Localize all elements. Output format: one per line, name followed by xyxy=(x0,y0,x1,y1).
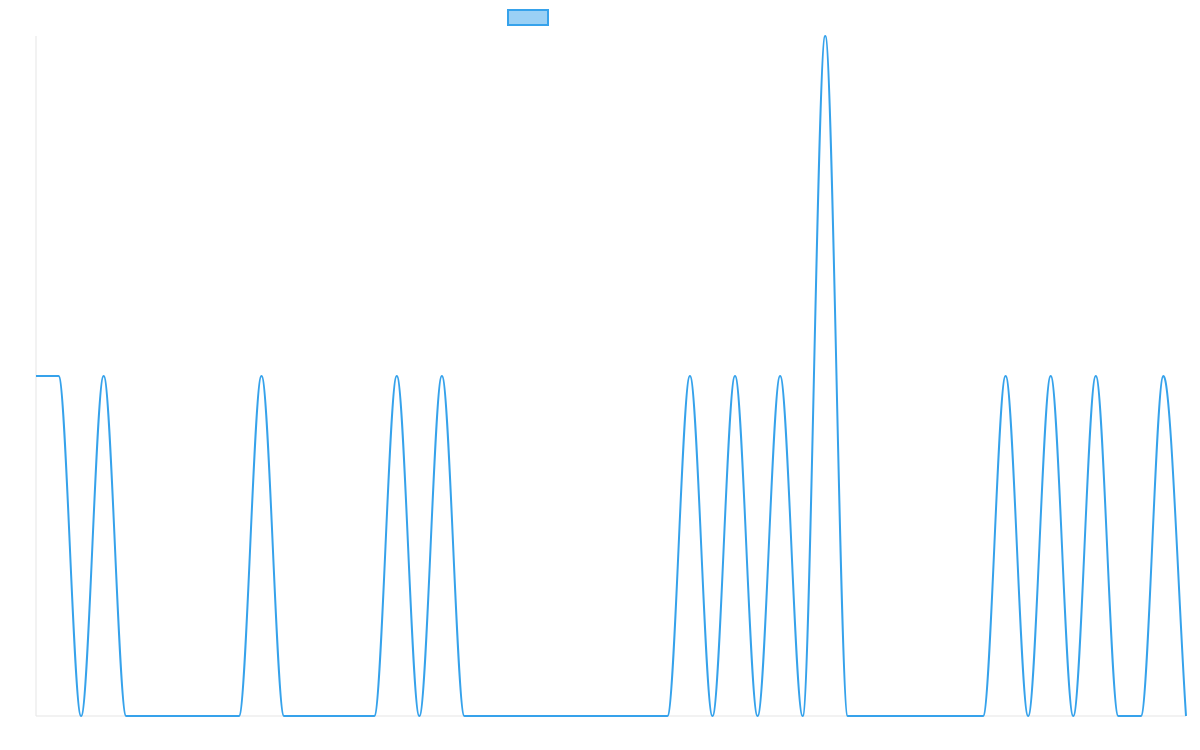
data-point[interactable] xyxy=(257,372,265,380)
data-point[interactable] xyxy=(731,372,739,380)
data-point[interactable] xyxy=(145,712,153,720)
data-point[interactable] xyxy=(618,712,626,720)
data-point[interactable] xyxy=(483,712,491,720)
series-line-0 xyxy=(36,35,1187,717)
data-point[interactable] xyxy=(235,712,243,720)
legend-swatch[interactable] xyxy=(507,9,549,26)
data-point[interactable] xyxy=(370,712,378,720)
data-point[interactable] xyxy=(438,372,446,380)
data-point[interactable] xyxy=(686,372,694,380)
axes xyxy=(35,36,1186,717)
data-point[interactable] xyxy=(844,712,852,720)
data-point[interactable] xyxy=(957,712,965,720)
data-point[interactable] xyxy=(663,712,671,720)
data-point[interactable] xyxy=(866,712,874,720)
data-point[interactable] xyxy=(190,712,198,720)
data-point[interactable] xyxy=(415,712,423,720)
data-point[interactable] xyxy=(754,712,762,720)
data-point[interactable] xyxy=(167,712,175,720)
data-point[interactable] xyxy=(1024,712,1032,720)
data-point[interactable] xyxy=(1114,712,1122,720)
data-point[interactable] xyxy=(1159,372,1167,380)
data-point[interactable] xyxy=(821,32,829,40)
data-point[interactable] xyxy=(934,712,942,720)
data-point[interactable] xyxy=(393,372,401,380)
data-point[interactable] xyxy=(32,372,40,380)
data-point[interactable] xyxy=(1047,372,1055,380)
data-point[interactable] xyxy=(551,712,559,720)
data-point[interactable] xyxy=(100,372,108,380)
data-point[interactable] xyxy=(212,712,220,720)
data-point[interactable] xyxy=(528,712,536,720)
legend[interactable] xyxy=(507,9,549,26)
data-point[interactable] xyxy=(280,712,288,720)
data-point[interactable] xyxy=(325,712,333,720)
data-point[interactable] xyxy=(77,712,85,720)
data-point[interactable] xyxy=(799,712,807,720)
data-point[interactable] xyxy=(573,712,581,720)
data-point[interactable] xyxy=(708,712,716,720)
data-point[interactable] xyxy=(460,712,468,720)
data-point[interactable] xyxy=(303,712,311,720)
data-point[interactable] xyxy=(889,712,897,720)
data-point[interactable] xyxy=(979,712,987,720)
data-point[interactable] xyxy=(776,372,784,380)
data-point[interactable] xyxy=(122,712,130,720)
data-point[interactable] xyxy=(596,712,604,720)
series-group xyxy=(32,32,1190,720)
data-point[interactable] xyxy=(1092,372,1100,380)
data-point[interactable] xyxy=(641,712,649,720)
data-point[interactable] xyxy=(506,712,514,720)
data-point[interactable] xyxy=(348,712,356,720)
data-point[interactable] xyxy=(1002,372,1010,380)
data-point[interactable] xyxy=(55,372,63,380)
data-point[interactable] xyxy=(1069,712,1077,720)
data-point[interactable] xyxy=(1182,712,1190,720)
data-point[interactable] xyxy=(1137,712,1145,720)
data-point[interactable] xyxy=(911,712,919,720)
